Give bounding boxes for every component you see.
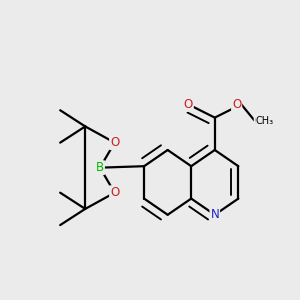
Text: CH₃: CH₃ — [254, 116, 273, 126]
Text: O: O — [110, 186, 119, 199]
Text: B: B — [96, 161, 104, 174]
Text: O: O — [184, 98, 193, 111]
Text: N: N — [210, 208, 219, 221]
Text: O: O — [110, 136, 119, 149]
Text: CH₃: CH₃ — [256, 116, 274, 126]
Text: O: O — [232, 98, 241, 111]
